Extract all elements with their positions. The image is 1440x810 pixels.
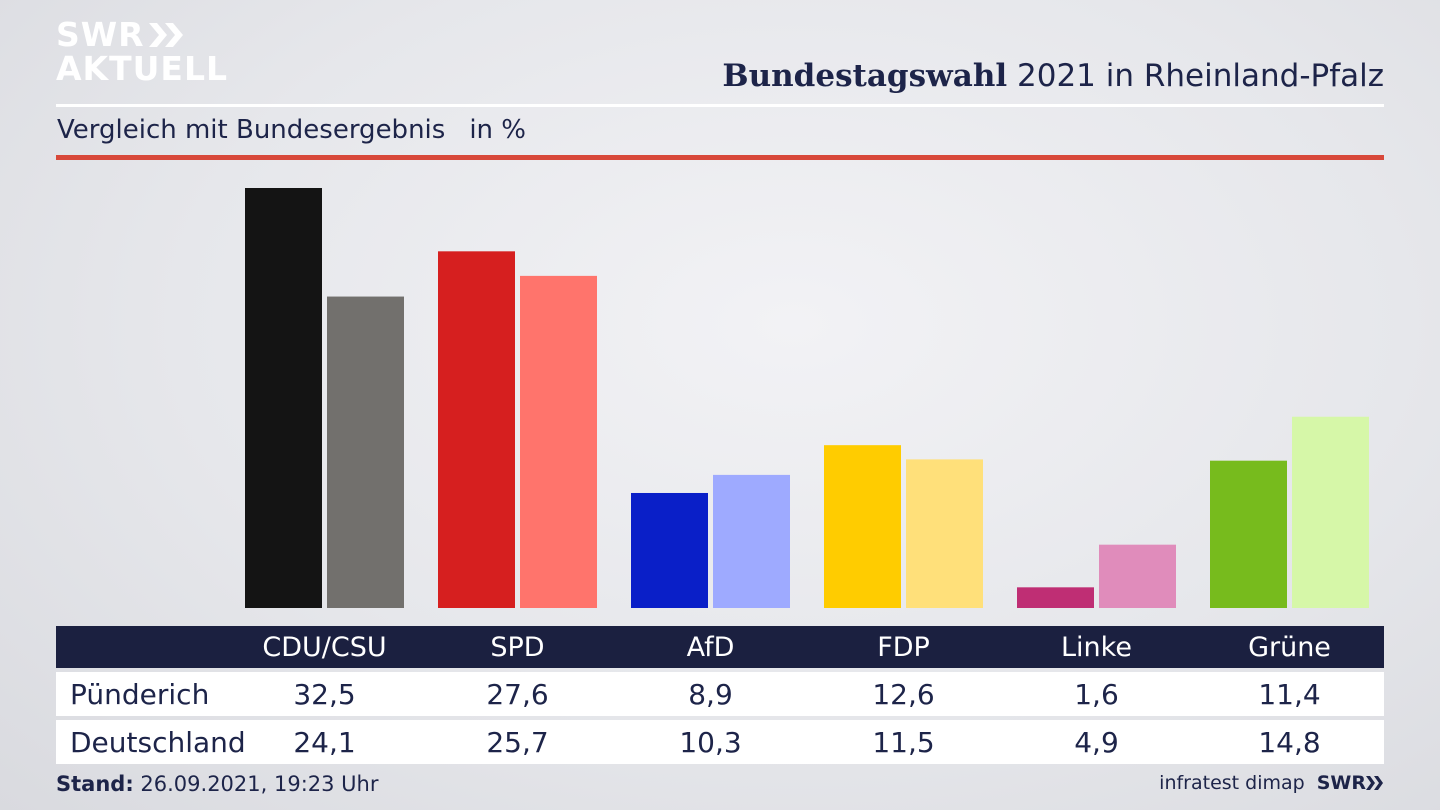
- value-linke-punderich: 1,6: [1074, 677, 1119, 711]
- value-linke-deutschland: 4,9: [1074, 725, 1119, 759]
- col-header-cdu-csu: CDU/CSU: [262, 631, 387, 663]
- bar-linke-deutschland: [1099, 544, 1176, 608]
- source-label: infratest dimap: [1159, 772, 1305, 794]
- swr-brand: SWR: [1317, 772, 1384, 794]
- title-bold: Bundestagswahl: [722, 58, 1008, 94]
- stand-label: Stand:: [56, 772, 134, 796]
- bar-spd-deutschland: [520, 275, 597, 608]
- source-credit: infratest dimap SWR: [1159, 772, 1384, 794]
- bar-grune-deutschland: [1292, 416, 1369, 608]
- page-title: Bundestagswahl 2021 in Rheinland-Pfalz: [722, 58, 1384, 94]
- accent-divider: [56, 155, 1384, 160]
- col-header-fdp: FDP: [877, 631, 930, 663]
- header-divider: [56, 104, 1384, 107]
- value-cdu-csu-deutschland: 24,1: [293, 725, 356, 759]
- swr-aktuell-logo: SWR AKTUELL: [56, 18, 228, 86]
- bar-linke-punderich: [1017, 587, 1094, 608]
- col-header-grune: Grüne: [1248, 631, 1331, 663]
- brand-text: SWR: [1316, 772, 1366, 794]
- row-label-deutschland: Deutschland: [70, 725, 246, 759]
- brand-chevrons-icon: [1366, 776, 1383, 790]
- stand-value: 26.09.2021, 19:23 Uhr: [133, 772, 379, 796]
- logo-line1: SWR: [56, 15, 145, 54]
- timestamp: Stand: 26.09.2021, 19:23 Uhr: [56, 772, 379, 796]
- value-afd-deutschland: 10,3: [679, 725, 742, 759]
- bar-cdu-csu-punderich: [245, 188, 322, 608]
- results-table: CDU/CSU SPD AfD FDP Linke Grüne Pünderich 32,5…: [56, 626, 1384, 764]
- value-grune-punderich: 11,4: [1258, 677, 1321, 711]
- row-label-punderich: Pünderich: [70, 677, 210, 711]
- table-row-deutschland: Deutschland 24,1 25,7 10,3 11,5 4,9 14,8: [56, 720, 1384, 764]
- col-header-spd: SPD: [490, 631, 545, 663]
- col-header-afd: AfD: [686, 631, 735, 663]
- bar-fdp-punderich: [824, 445, 901, 608]
- bar-spd-punderich: [438, 251, 515, 609]
- logo-line2: AKTUELL: [56, 49, 229, 88]
- value-fdp-punderich: 12,6: [872, 677, 935, 711]
- title-rest: 2021 in Rheinland-Pfalz: [1007, 58, 1384, 94]
- table-header-row: CDU/CSU SPD AfD FDP Linke Grüne: [56, 626, 1384, 668]
- value-spd-punderich: 27,6: [486, 677, 549, 711]
- bar-fdp-deutschland: [906, 459, 983, 608]
- subtitle-text: Vergleich mit Bundesergebnis: [57, 115, 446, 145]
- bar-cdu-csu-deutschland: [327, 296, 404, 608]
- bar-afd-punderich: [631, 492, 708, 608]
- bar-grune-punderich: [1210, 460, 1287, 608]
- bar-afd-deutschland: [713, 474, 790, 608]
- col-header-linke: Linke: [1061, 631, 1132, 663]
- chevrons-icon: [148, 21, 185, 49]
- table-row-puenderich: Pünderich 32,5 27,6 8,9 12,6 1,6 11,4: [56, 672, 1384, 716]
- value-grune-deutschland: 14,8: [1258, 725, 1321, 759]
- value-spd-deutschland: 25,7: [486, 725, 549, 759]
- chart-subtitle: Vergleich mit Bundesergebnis in %: [57, 115, 526, 145]
- value-afd-punderich: 8,9: [688, 677, 733, 711]
- value-cdu-csu-punderich: 32,5: [293, 677, 356, 711]
- unit-label: in %: [469, 115, 526, 145]
- value-fdp-deutschland: 11,5: [872, 725, 935, 759]
- bar-chart: [245, 188, 1369, 609]
